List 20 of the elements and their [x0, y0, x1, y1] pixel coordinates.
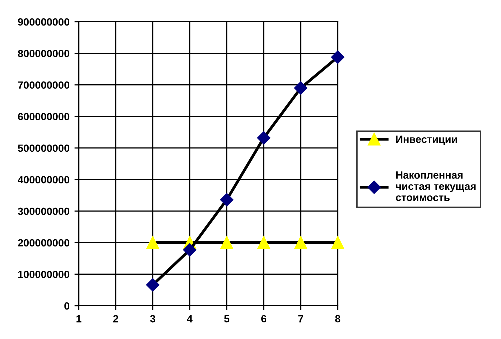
y-tick-label: 400000000 — [18, 176, 70, 184]
y-tick-label: 300000000 — [18, 208, 70, 216]
x-tick-label: 8 — [335, 315, 341, 323]
x-tick-label: 1 — [76, 315, 82, 323]
y-tick-label: 900000000 — [18, 18, 70, 26]
x-tick-label: 7 — [298, 315, 304, 323]
y-tick-label: 700000000 — [18, 82, 70, 89]
y-tick-label: 200000000 — [18, 239, 70, 247]
x-tick-label: 5 — [224, 315, 230, 323]
legend-label: Инвестиции — [396, 136, 458, 146]
x-tick-label: 6 — [261, 315, 267, 323]
legend-label: Накопленная чистая текущая стоимость — [396, 172, 476, 202]
x-tick-label: 2 — [113, 315, 118, 323]
x-tick-label: 4 — [187, 315, 193, 323]
y-tick-label: 100000000 — [18, 270, 70, 278]
y-tick-label: 0 — [64, 302, 70, 310]
x-tick-label: 3 — [150, 315, 156, 323]
y-tick-label: 600000000 — [18, 113, 70, 121]
y-tick-label: 800000000 — [18, 50, 70, 58]
y-tick-label: 500000000 — [18, 144, 70, 152]
